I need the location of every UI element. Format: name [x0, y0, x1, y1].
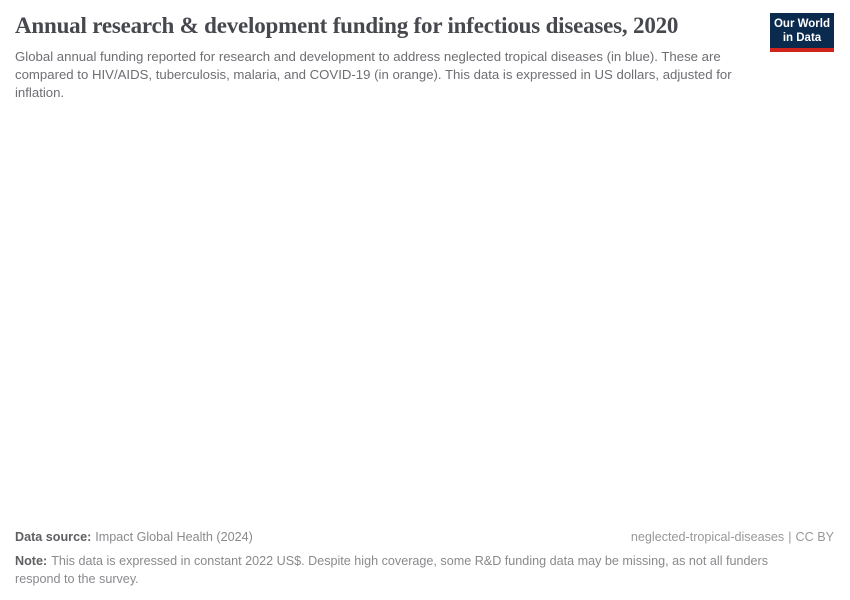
chart-subtitle: Global annual funding reported for resea…: [15, 49, 732, 101]
license-separator: |: [788, 530, 792, 544]
data-source-link[interactable]: Impact Global Health (2024): [95, 530, 253, 544]
owid-logo-text-line1: Our World: [773, 18, 830, 30]
license-line: neglected-tropical-diseases | CC BY: [631, 529, 834, 545]
footer-sources-row: Data source: Impact Global Health (2024) …: [15, 529, 834, 545]
chart-plot-area: [0, 110, 850, 520]
chart-header: Annual research & development funding fo…: [15, 13, 754, 102]
note-text: This data is expressed in constant 2022 …: [15, 554, 769, 586]
owid-logo[interactable]: Our World in Data: [770, 13, 834, 52]
data-source-line: Data source: Impact Global Health (2024): [15, 529, 253, 545]
chart-title: Annual research & development funding fo…: [15, 13, 679, 38]
owid-logo-text-line2: in Data: [782, 32, 822, 44]
note-label: Note:: [15, 554, 48, 568]
footer-note: Note: This data is expressed in constant …: [15, 552, 815, 588]
chart-slug: neglected-tropical-diseases: [630, 530, 785, 544]
data-source-label: Data source:: [15, 530, 92, 544]
license-link[interactable]: CC BY: [795, 530, 835, 544]
chart-footer: Data source: Impact Global Health (2024) …: [15, 529, 834, 588]
